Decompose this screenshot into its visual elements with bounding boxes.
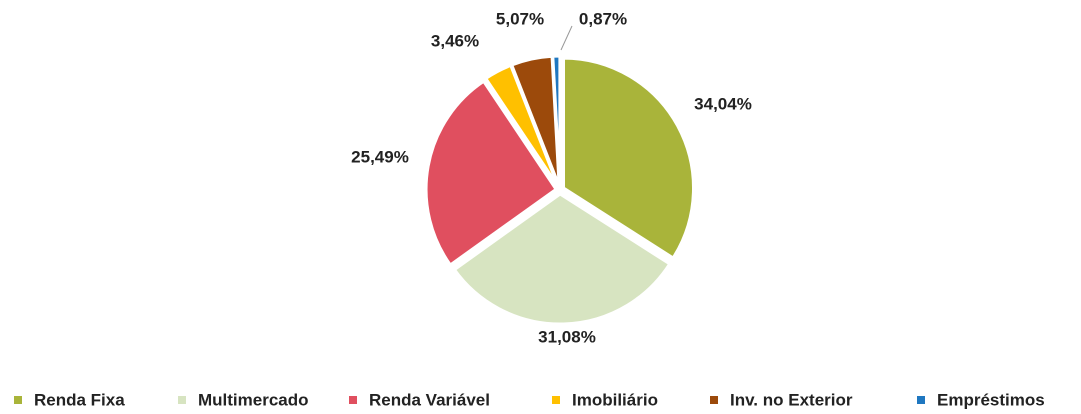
legend-label: Renda Variável xyxy=(369,390,490,409)
data-label: 31,08% xyxy=(538,327,596,346)
legend-swatch xyxy=(552,396,560,404)
pie-slice xyxy=(562,56,696,261)
legend-label: Renda Fixa xyxy=(34,390,125,409)
legend-label: Inv. no Exterior xyxy=(730,390,853,409)
legend-swatch xyxy=(14,396,22,404)
pie-slice xyxy=(424,79,559,268)
leader-line xyxy=(560,25,573,51)
legend-swatch xyxy=(917,396,925,404)
legend-label: Imobiliário xyxy=(572,390,658,409)
data-label: 3,46% xyxy=(431,31,479,50)
legend-swatch xyxy=(178,396,186,404)
data-label: 25,49% xyxy=(351,147,409,166)
legend-label: Empréstimos xyxy=(937,390,1045,409)
legend-label: Multimercado xyxy=(198,390,309,409)
pie-slice xyxy=(452,192,672,326)
legend-swatch xyxy=(349,396,357,404)
legend-swatch xyxy=(710,396,718,404)
data-label: 34,04% xyxy=(694,94,752,113)
pie-slice xyxy=(551,54,562,187)
data-label: 5,07% xyxy=(496,9,544,28)
data-label: 0,87% xyxy=(579,9,627,28)
